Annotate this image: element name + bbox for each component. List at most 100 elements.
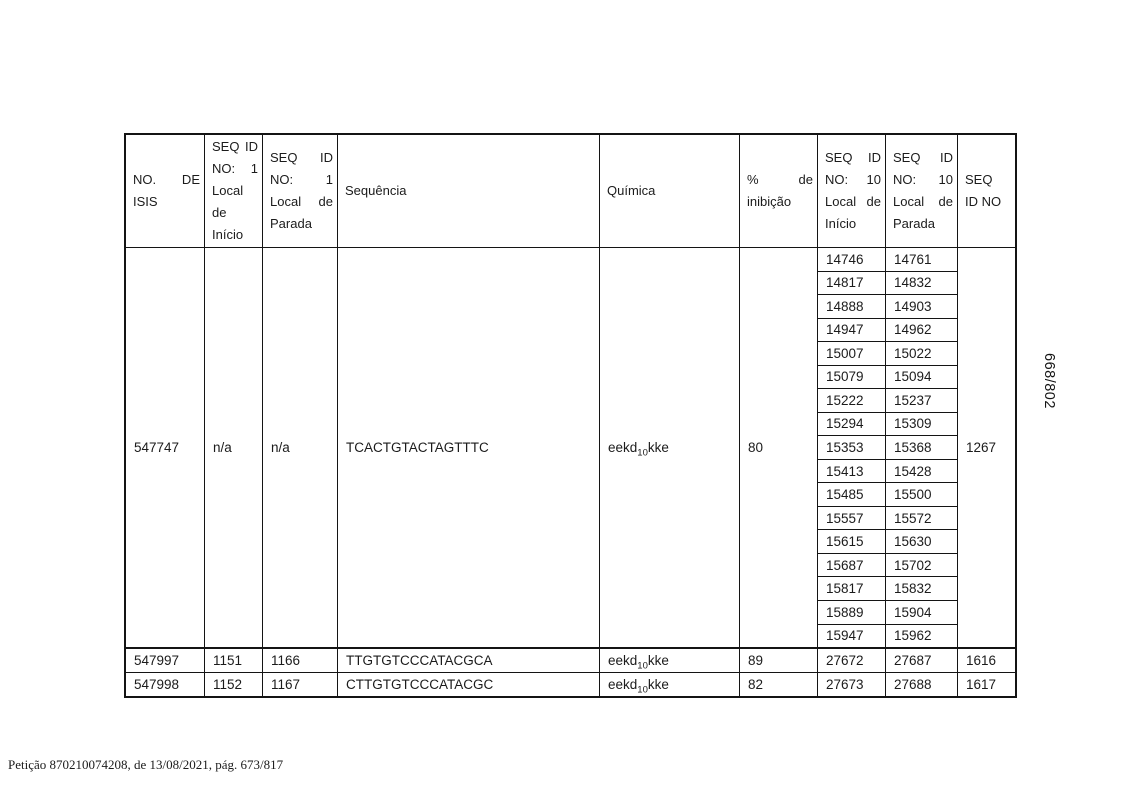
- chemistry-suffix: kke: [647, 440, 669, 455]
- header-cell-seq-id-no: SEQ ID NO: [958, 135, 1015, 247]
- header-cell-seq1-start: SEQ ID NO: 1 Local de Início: [205, 135, 263, 247]
- chemistry-value: eekd10kke: [600, 677, 669, 695]
- seq10-stop-cell: 14832: [886, 272, 957, 296]
- seq10-stop-cell: 15962: [894, 628, 932, 644]
- sequence-value: TTGTGTCCCATACGCA: [346, 653, 493, 668]
- cell-seq10-stop: 27687: [886, 649, 958, 672]
- chemistry-prefix: eekd: [608, 653, 638, 668]
- seq1-start-value: n/a: [213, 440, 232, 455]
- isis-no-value: 547747: [134, 440, 180, 455]
- isis-no-value: 547998: [134, 677, 180, 692]
- chemistry-value: eekd10kke: [600, 440, 669, 458]
- inhibition-value: 89: [748, 653, 764, 668]
- sequence-value: CTTGTGTCCCATACGC: [346, 677, 494, 692]
- petition-footer-text: Petição 870210074208, de 13/08/2021, pág…: [8, 757, 284, 772]
- seq10-stop-cell: 15368: [886, 436, 957, 460]
- cell-seq10-start: 27673: [818, 673, 886, 696]
- seq10-stop-cell: 14962: [886, 319, 957, 343]
- seq10-start-cell: 15294: [818, 413, 885, 437]
- seq10-stop-cell: 14903: [886, 295, 957, 319]
- seq-id-no-value: 1267: [966, 440, 997, 455]
- header-cell-chemistry: Química: [600, 135, 740, 247]
- seq1-start-value: 1152: [213, 677, 243, 692]
- seq10-start-cell: 15413: [818, 460, 885, 484]
- seq10-start-cell: 15079: [818, 366, 885, 390]
- table-header-row: NO. DE ISIS SEQ ID NO: 1 Local de Início…: [126, 135, 1015, 248]
- oligonucleotide-data-table: NO. DE ISIS SEQ ID NO: 1 Local de Início…: [124, 133, 1017, 698]
- table-row-547997: 547997 1151 1166 TTGTGTCCCATACGCA eekd10…: [126, 649, 1015, 673]
- cell-seq-id-no: 1617: [958, 673, 1015, 696]
- seq10-stop-cell: 15094: [886, 366, 957, 390]
- cell-seq10-stop: 27688: [886, 673, 958, 696]
- seq1-start-value: 1151: [213, 653, 243, 668]
- seq10-start-cell: 15353: [818, 436, 885, 460]
- seq10-stop-value: 27688: [894, 677, 932, 692]
- seq10-start-value: 27673: [826, 677, 864, 692]
- cell-sequence: TCACTGTACTAGTTTC: [338, 248, 600, 647]
- cell-inhibition: 89: [740, 649, 818, 672]
- column-header-label: SEQ ID NO: 10 Local de Início: [825, 150, 881, 231]
- chemistry-suffix: kke: [647, 653, 669, 668]
- seq10-start-cell: 14746: [818, 248, 885, 272]
- seq10-stop-cell: 15572: [886, 507, 957, 531]
- header-cell-inhibition: % de inibição: [740, 135, 818, 247]
- cell-seq10-start: 27672: [818, 649, 886, 672]
- seq10-stop-cell: 15904: [886, 601, 957, 625]
- cell-seq10-stop-list: 14761 14832 14903 14962 15022 15094 1523…: [886, 248, 958, 647]
- seq1-stop-value: 1166: [271, 653, 301, 668]
- cell-seq-id-no: 1616: [958, 649, 1015, 672]
- seq10-stop-cell: 15237: [886, 389, 957, 413]
- seq10-stop-cell: 15309: [886, 413, 957, 437]
- cell-sequence: TTGTGTCCCATACGCA: [338, 649, 600, 672]
- chemistry-subscript: 10: [637, 447, 648, 459]
- seq-id-no-value: 1617: [966, 677, 997, 692]
- seq10-start-cell: 15947: [826, 628, 864, 644]
- seq10-start-cell: 15007: [818, 342, 885, 366]
- header-cell-seq10-start: SEQ ID NO: 10 Local de Início: [818, 135, 886, 247]
- cell-seq10-start-list: 14746 14817 14888 14947 15007 15079 1522…: [818, 248, 886, 647]
- seq10-stop-cell: 15832: [886, 577, 957, 601]
- chemistry-subscript: 10: [637, 684, 648, 696]
- column-header-label: SEQ ID NO: 1 Local de Parada: [270, 150, 333, 231]
- header-cell-isis-no: NO. DE ISIS: [126, 135, 205, 247]
- column-header-label: Sequência: [345, 183, 407, 198]
- cell-seq1-start: 1151: [205, 649, 263, 672]
- table-main-row-547747: 547747 n/a n/a TCACTGTACTAGTTTC eekd10kk…: [126, 248, 1015, 649]
- seq10-stop-value: 27687: [894, 653, 932, 668]
- cell-inhibition: 80: [740, 248, 818, 647]
- seq10-start-cell: 15485: [818, 483, 885, 507]
- seq10-stop-cell: 15630: [886, 530, 957, 554]
- seq10-stop-cell: 15428: [886, 460, 957, 484]
- column-header-label: Química: [607, 183, 656, 198]
- cell-chemistry: eekd10kke: [600, 649, 740, 672]
- seq10-start-cell: 14947: [818, 319, 885, 343]
- seq10-stop-cell: 15702: [886, 554, 957, 578]
- column-header-label: NO. DE ISIS: [133, 172, 200, 209]
- cell-seq1-stop: 1166: [263, 649, 338, 672]
- seq1-stop-value: n/a: [271, 440, 290, 455]
- cell-chemistry: eekd10kke: [600, 673, 740, 696]
- column-header-label: % de inibição: [747, 172, 813, 209]
- chemistry-suffix: kke: [647, 677, 669, 692]
- seq-id-no-value: 1616: [966, 653, 997, 668]
- seq1-stop-value: 1167: [271, 677, 301, 692]
- seq10-start-cell: 15615: [818, 530, 885, 554]
- rotated-page-number: 668/802: [1041, 353, 1057, 409]
- column-header-label: SEQ ID NO: [965, 172, 1002, 209]
- table-row-547998: 547998 1152 1167 CTTGTGTCCCATACGC eekd10…: [126, 673, 1015, 696]
- seq10-start-cell: 15557: [818, 507, 885, 531]
- seq10-stop-cell: 15022: [886, 342, 957, 366]
- seq10-stop-cell: 15500: [886, 483, 957, 507]
- chemistry-subscript: 10: [637, 660, 648, 672]
- cell-seq1-start: 1152: [205, 673, 263, 696]
- header-cell-sequence: Sequência: [338, 135, 600, 247]
- inhibition-value: 82: [748, 677, 764, 692]
- seq10-start-value: 27672: [826, 653, 864, 668]
- seq10-start-cell: 14817: [818, 272, 885, 296]
- seq10-stop-cell: 14761: [886, 248, 957, 272]
- header-cell-seq10-stop: SEQ ID NO: 10 Local de Parada: [886, 135, 958, 247]
- chemistry-prefix: eekd: [608, 440, 638, 455]
- cell-isis-no: 547997: [126, 649, 205, 672]
- cell-isis-no: 547998: [126, 673, 205, 696]
- column-header-label: SEQ ID NO: 10 Local de Parada: [893, 150, 953, 231]
